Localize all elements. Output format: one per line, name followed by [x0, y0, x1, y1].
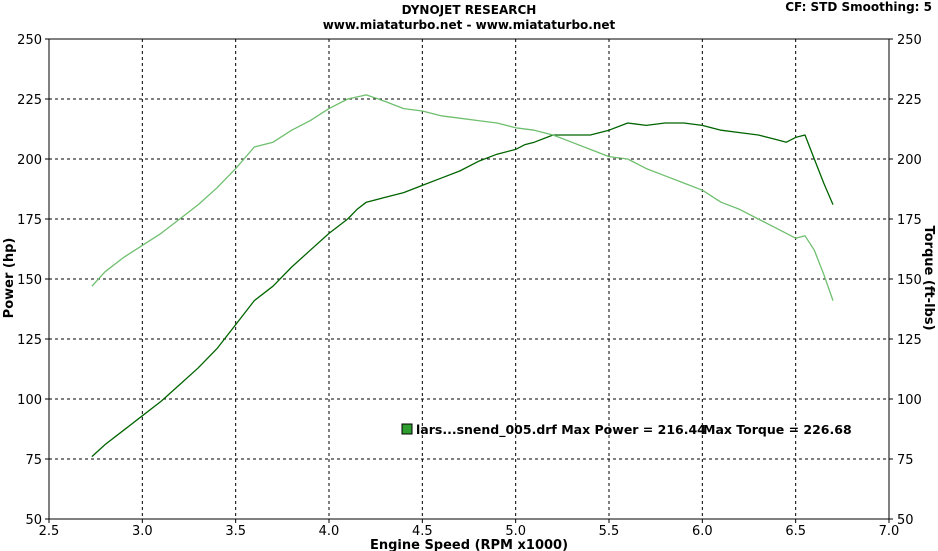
- y2-tick-label: 175: [897, 213, 922, 228]
- legend-max-torque: Max Torque = 226.68: [703, 422, 852, 437]
- x-tick-label: 4.5: [412, 524, 433, 539]
- torque-line: [91, 94, 834, 301]
- x-tick-label: 7.0: [879, 524, 900, 539]
- y-tick-label: 125: [17, 333, 42, 348]
- y2-axis-label: Torque (ft-lbs): [921, 225, 936, 330]
- legend: lars...snend_005.drf Max Power = 216.44 …: [401, 422, 852, 438]
- y-tick-label: 100: [17, 393, 42, 408]
- cf-smoothing-label: CF: STD Smoothing: 5: [785, 0, 932, 14]
- y2-tick-label: 150: [897, 273, 922, 288]
- y-tick-label: 225: [17, 93, 42, 108]
- x-tick-label: 2.5: [39, 524, 60, 539]
- x-tick-label: 4.0: [319, 524, 340, 539]
- y-tick-label: 50: [25, 513, 42, 528]
- y2-tick-label: 250: [897, 33, 922, 48]
- y-axis-label: Power (hp): [2, 238, 17, 319]
- y2-tick-label: 225: [897, 93, 922, 108]
- chart-title: DYNOJET RESEARCH: [401, 3, 537, 17]
- y-tick-label: 200: [17, 153, 42, 168]
- x-tick-label: 6.0: [692, 524, 713, 539]
- x-tick-label: 5.5: [599, 524, 620, 539]
- x-tick-label: 5.0: [505, 524, 526, 539]
- y2-tick-label: 125: [897, 333, 922, 348]
- y2-tick-label: 50: [897, 513, 914, 528]
- y2-tick-label: 75: [897, 453, 914, 468]
- y2-tick-label: 200: [897, 153, 922, 168]
- legend-swatch: [401, 423, 413, 435]
- y-tick-label: 250: [17, 33, 42, 48]
- y-tick-label: 75: [25, 453, 42, 468]
- series-layer: [91, 94, 834, 458]
- x-tick-label: 3.0: [132, 524, 153, 539]
- y-tick-label: 150: [17, 273, 42, 288]
- power-line: [91, 122, 834, 458]
- y-tick-label: 175: [17, 213, 42, 228]
- chart-subtitle: www.miataturbo.net - www.miataturbo.net: [322, 18, 616, 32]
- y2-tick-label: 100: [897, 393, 922, 408]
- x-axis-label: Engine Speed (RPM x1000): [370, 538, 568, 551]
- x-tick-label: 3.5: [225, 524, 246, 539]
- x-tick-label: 6.5: [785, 524, 806, 539]
- grid: [49, 39, 889, 519]
- legend-text: lars...snend_005.drf Max Power = 216.44: [416, 422, 706, 438]
